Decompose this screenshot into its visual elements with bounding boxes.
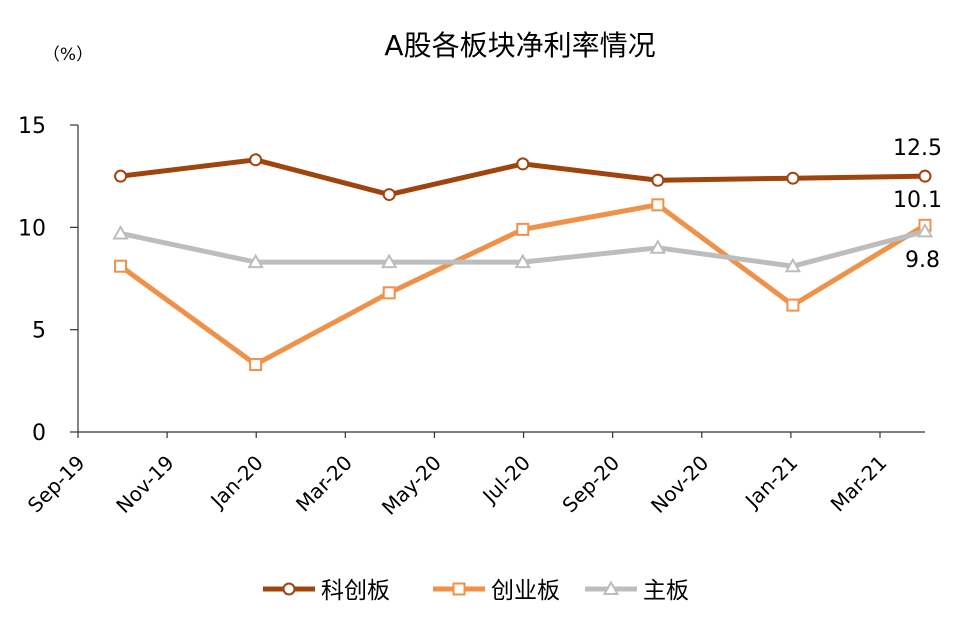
data-point — [918, 169, 932, 183]
legend-marker — [452, 582, 466, 596]
data-point — [786, 171, 800, 185]
data-point — [784, 257, 802, 273]
y-tick-label: 10 — [18, 216, 46, 241]
x-tick-label: Jan-21 — [739, 451, 802, 514]
data-point — [247, 253, 264, 269]
x-tick-label: Jul-20 — [477, 451, 536, 510]
data-point — [382, 286, 396, 300]
series-triangle — [112, 222, 934, 273]
legend-item: 创业板 — [433, 578, 560, 604]
end-value-label: 9.8 — [905, 248, 940, 273]
legend-marker — [282, 582, 296, 596]
end-value-label: 10.1 — [893, 188, 942, 213]
legend: 科创板 创业板 主板 — [263, 578, 689, 604]
data-point — [112, 224, 129, 240]
x-tick-label: Sep-20 — [557, 451, 624, 518]
data-point — [249, 153, 263, 167]
x-tick-label: Mar-20 — [291, 451, 357, 517]
end-labels: 12.5 10.1 9.8 — [893, 136, 942, 273]
data-point — [114, 259, 128, 273]
data-point — [516, 157, 530, 171]
data-point — [916, 222, 934, 238]
data-point — [114, 169, 128, 183]
series-circle — [114, 153, 932, 202]
data-point — [382, 188, 396, 202]
x-tick-label: Nov-20 — [646, 451, 713, 518]
x-tick-label: May-20 — [377, 451, 446, 520]
legend-label: 科创板 — [321, 578, 390, 604]
data-point — [249, 357, 263, 371]
legend-label: 主板 — [643, 578, 689, 604]
legend-marker — [602, 580, 620, 595]
legend-item: 主板 — [585, 578, 689, 604]
data-point — [786, 298, 800, 312]
legend-item: 科创板 — [263, 578, 390, 604]
end-value-label: 12.5 — [893, 136, 942, 161]
data-point — [514, 253, 531, 269]
data-point — [380, 253, 398, 269]
legend-label: 创业板 — [491, 578, 560, 604]
x-tick-label: Mar-21 — [826, 451, 892, 517]
x-tick-label: Jan-20 — [204, 451, 267, 514]
x-tick-label: Sep-19 — [23, 451, 90, 518]
y-tick-label: 0 — [32, 421, 46, 446]
data-point — [651, 198, 665, 212]
series-square — [114, 198, 932, 371]
series-layer — [112, 153, 934, 371]
data-point — [651, 173, 665, 187]
x-tick-label: Nov-19 — [111, 451, 178, 518]
y-tick-label: 15 — [18, 114, 46, 139]
chart-title: A股各板块净利率情况 — [384, 29, 655, 62]
data-point — [649, 239, 667, 254]
y-unit-label: （%） — [43, 45, 93, 65]
data-point — [516, 222, 530, 236]
y-tick-label: 5 — [32, 319, 46, 344]
